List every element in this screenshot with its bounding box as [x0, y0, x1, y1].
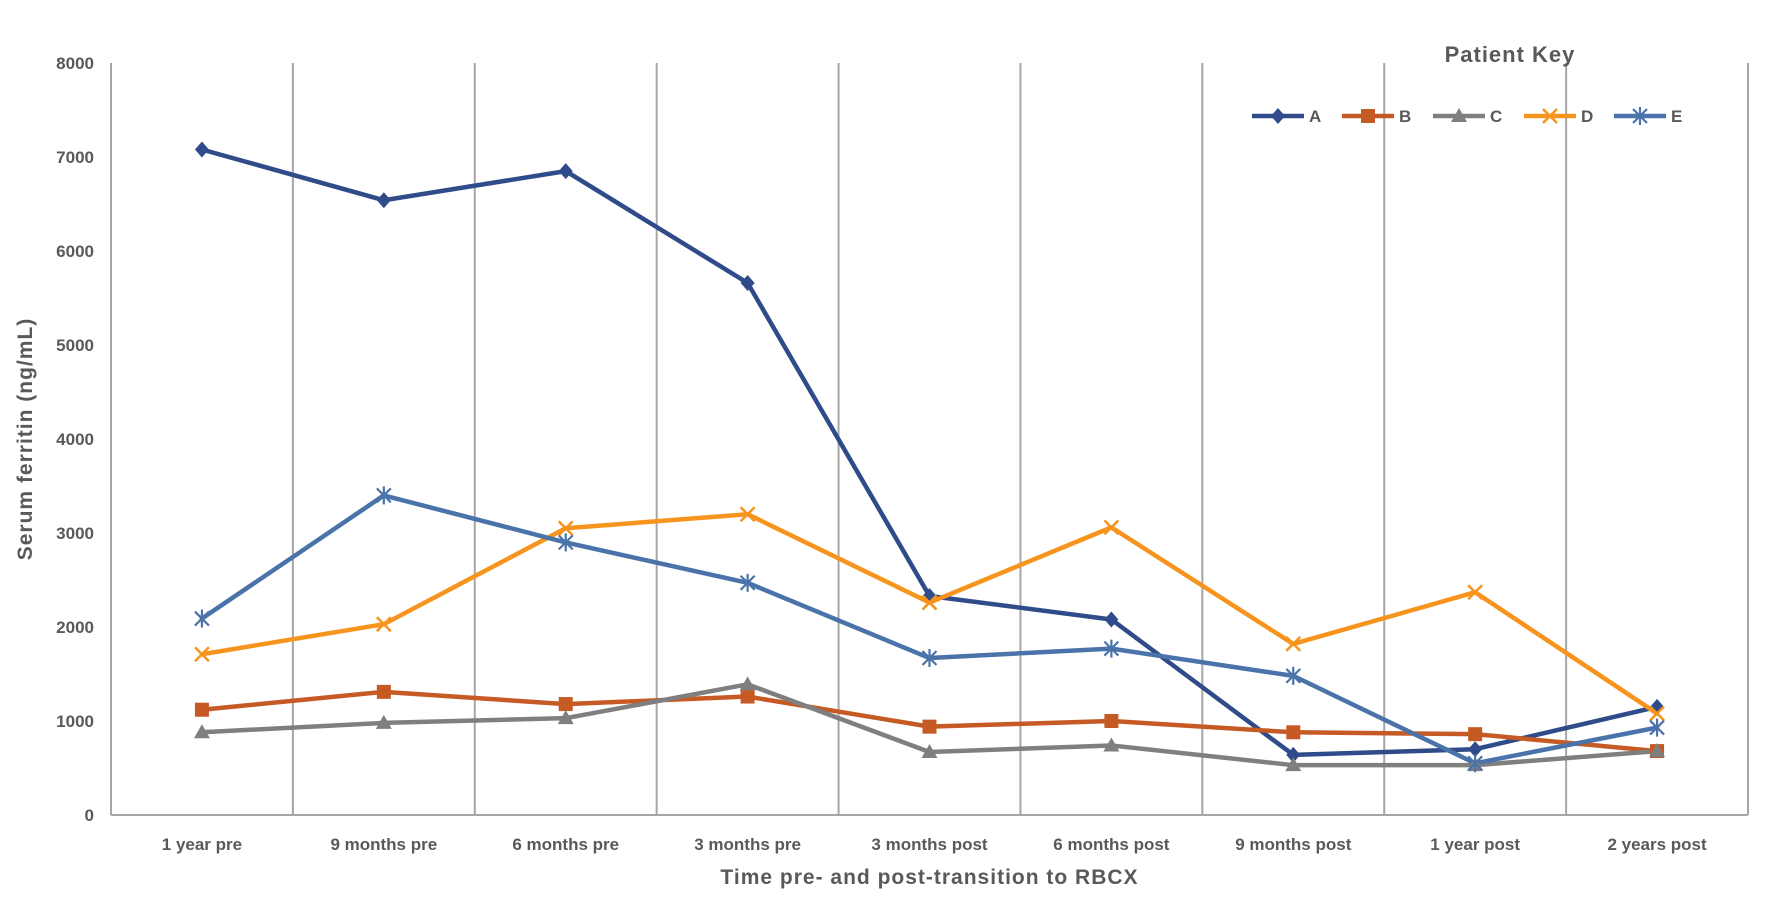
- data-point-b: [922, 719, 937, 734]
- y-axis-title: Serum ferritin (ng/mL): [14, 318, 37, 561]
- data-point-c: [1285, 757, 1302, 772]
- legend-marker-a: [1271, 108, 1285, 124]
- x-axis-title: Time pre- and post-transition to RBCX: [720, 866, 1138, 889]
- data-point-a: [558, 163, 573, 180]
- x-tick-label: 3 months post: [871, 835, 988, 854]
- data-point-b: [1286, 725, 1301, 740]
- legend-label-b: B: [1399, 107, 1411, 126]
- legend-marker-c: [1451, 108, 1467, 122]
- legend-marker-b: [1361, 109, 1375, 123]
- data-point-c: [739, 676, 756, 691]
- data-point-e: [1467, 754, 1483, 773]
- series-markers: [193, 141, 1666, 773]
- data-point-c: [557, 710, 574, 725]
- data-point-b: [194, 702, 209, 717]
- data-point-e: [194, 609, 210, 628]
- y-tick-label: 2000: [56, 618, 94, 637]
- legend-items: A B C D E: [1252, 107, 1682, 126]
- data-point-a: [1286, 746, 1301, 763]
- y-tick-label: 1000: [56, 712, 94, 731]
- y-tick-label: 6000: [56, 242, 94, 261]
- legend-item-b: B: [1342, 107, 1411, 126]
- data-point-e: [739, 573, 756, 592]
- y-tick-label: 5000: [56, 336, 94, 355]
- data-point-e: [376, 486, 392, 505]
- data-point-e: [1285, 666, 1302, 685]
- x-tick-label: 9 months pre: [330, 835, 437, 854]
- legend-item-e: E: [1614, 107, 1682, 126]
- data-point-c: [1649, 743, 1666, 758]
- data-point-d: [375, 616, 392, 633]
- data-point-d: [921, 594, 938, 611]
- data-point-d: [1103, 519, 1120, 536]
- x-tick-label: 2 years post: [1607, 835, 1707, 854]
- legend-marker-d: [1542, 108, 1558, 124]
- x-tick-label: 1 year pre: [162, 835, 242, 854]
- legend-label-e: E: [1671, 107, 1682, 126]
- axes: [110, 63, 1748, 816]
- data-point-a: [740, 274, 755, 291]
- data-point-b: [1104, 714, 1119, 728]
- data-point-b: [1468, 727, 1483, 742]
- data-point-d: [557, 520, 574, 537]
- x-tick-label: 1 year post: [1430, 835, 1520, 854]
- y-tick-label: 3000: [56, 524, 94, 543]
- legend-item-d: D: [1524, 107, 1593, 126]
- legend-label-c: C: [1490, 107, 1502, 126]
- y-tick-label: 0: [85, 806, 94, 825]
- data-point-d: [1285, 636, 1302, 652]
- x-tick-label: 9 months post: [1235, 835, 1352, 854]
- y-tick-labels: 0 1000 2000 3000 4000 5000 6000 7000 8000: [56, 54, 94, 825]
- x-tick-label: 3 months pre: [694, 835, 801, 854]
- x-tick-label: 6 months post: [1053, 835, 1170, 854]
- legend-item-c: C: [1433, 107, 1502, 126]
- legend-label-d: D: [1581, 107, 1593, 126]
- data-point-c: [921, 744, 938, 759]
- data-point-b: [740, 689, 755, 704]
- x-tick-labels: 1 year pre 9 months pre 6 months pre 3 mont…: [162, 835, 1707, 854]
- data-point-e: [557, 533, 574, 552]
- legend-marker-e: [1632, 107, 1648, 125]
- legend: Patient Key A B C D E: [1252, 42, 1682, 126]
- series-line-d: [199, 511, 1660, 716]
- legend-title: Patient Key: [1445, 42, 1576, 67]
- data-point-b: [558, 697, 573, 712]
- x-tick-label: 6 months pre: [512, 835, 619, 854]
- data-point-a: [1104, 611, 1119, 628]
- y-tick-label: 8000: [56, 54, 94, 73]
- y-tick-label: 4000: [56, 430, 94, 449]
- data-point-d: [194, 646, 210, 663]
- data-point-e: [1103, 639, 1120, 658]
- data-point-a: [376, 192, 391, 209]
- grid-lines: [291, 63, 1749, 815]
- legend-label-a: A: [1309, 107, 1321, 126]
- data-point-b: [376, 684, 391, 699]
- data-point-c: [193, 724, 210, 739]
- legend-item-a: A: [1252, 107, 1321, 126]
- data-point-c: [1103, 737, 1120, 752]
- data-point-c: [375, 714, 392, 729]
- data-point-d: [1649, 705, 1665, 722]
- data-point-e: [921, 649, 938, 668]
- data-point-d: [739, 506, 756, 523]
- series-lines: [199, 147, 1660, 768]
- data-point-d: [1467, 584, 1484, 601]
- y-tick-label: 7000: [56, 148, 94, 167]
- data-point-e: [1649, 718, 1665, 737]
- data-point-a: [1468, 741, 1483, 758]
- data-point-a: [194, 141, 209, 158]
